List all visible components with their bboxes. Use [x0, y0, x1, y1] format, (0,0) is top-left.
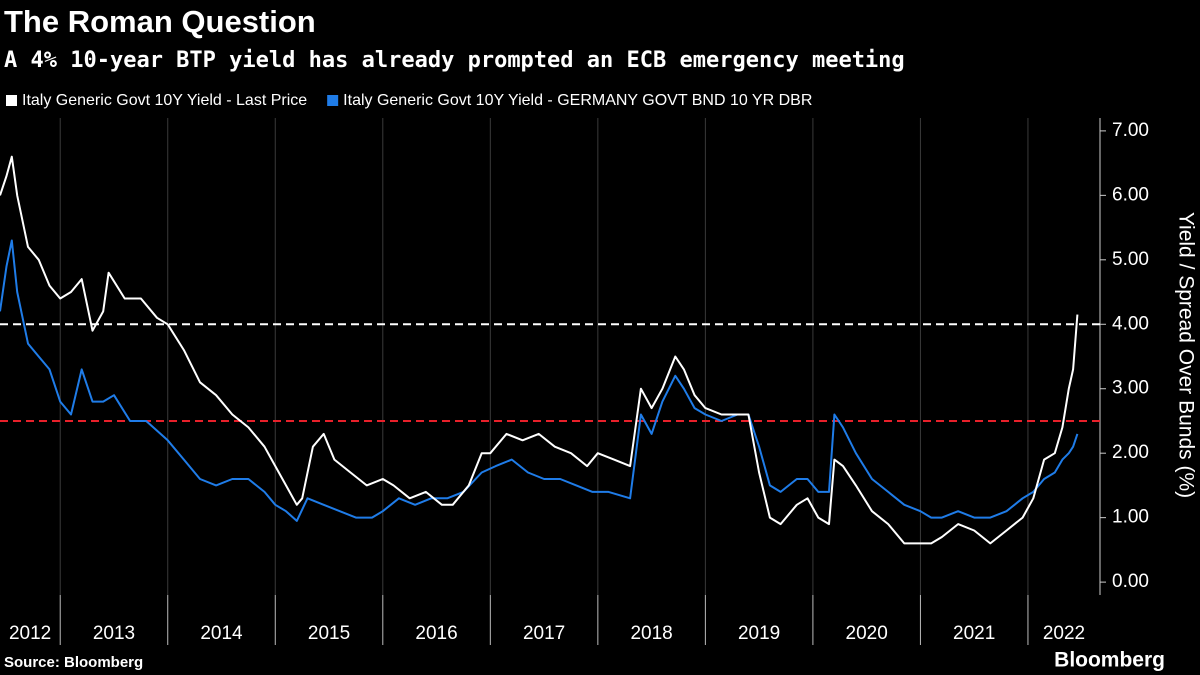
y-tick-label: 5.00 — [1112, 249, 1149, 270]
source: Source: Bloomberg — [4, 654, 143, 671]
y-axis-label: Yield / Spread Over Bunds (%) — [1174, 212, 1197, 498]
y-tick-label: 4.00 — [1112, 313, 1149, 334]
legend-swatch — [6, 95, 17, 106]
chart-title: The Roman Question — [4, 4, 316, 39]
y-tick-label: 1.00 — [1112, 507, 1149, 528]
series-line — [0, 155, 1079, 545]
x-tick-label: 2014 — [200, 623, 243, 644]
legend-label: Italy Generic Govt 10Y Yield - Last Pric… — [22, 92, 307, 109]
x-tick-label: 2012 — [9, 623, 51, 644]
legend-swatch — [327, 95, 339, 106]
x-tick-label: 2018 — [630, 623, 672, 644]
legend-label: Italy Generic Govt 10Y Yield - GERMANY G… — [343, 92, 812, 109]
x-tick-label: 2021 — [953, 623, 995, 644]
y-tick-label: 2.00 — [1112, 442, 1149, 463]
y-tick-label: 6.00 — [1112, 184, 1149, 205]
x-tick-label: 2022 — [1043, 623, 1085, 644]
series-line — [0, 239, 1079, 522]
y-tick-label: 3.00 — [1112, 378, 1149, 399]
x-tick-label: 2017 — [523, 623, 565, 644]
y-tick-label: 7.00 — [1112, 120, 1149, 141]
x-tick-label: 2016 — [415, 623, 457, 644]
y-tick-label: 0.00 — [1112, 571, 1149, 592]
chart-subtitle: A 4% 10-year BTP yield has already promp… — [4, 48, 905, 73]
x-tick-label: 2013 — [93, 623, 135, 644]
x-tick-label: 2020 — [846, 623, 888, 644]
x-tick-label: 2019 — [738, 623, 780, 644]
logo: Bloomberg — [1054, 649, 1165, 672]
x-tick-label: 2015 — [308, 623, 350, 644]
